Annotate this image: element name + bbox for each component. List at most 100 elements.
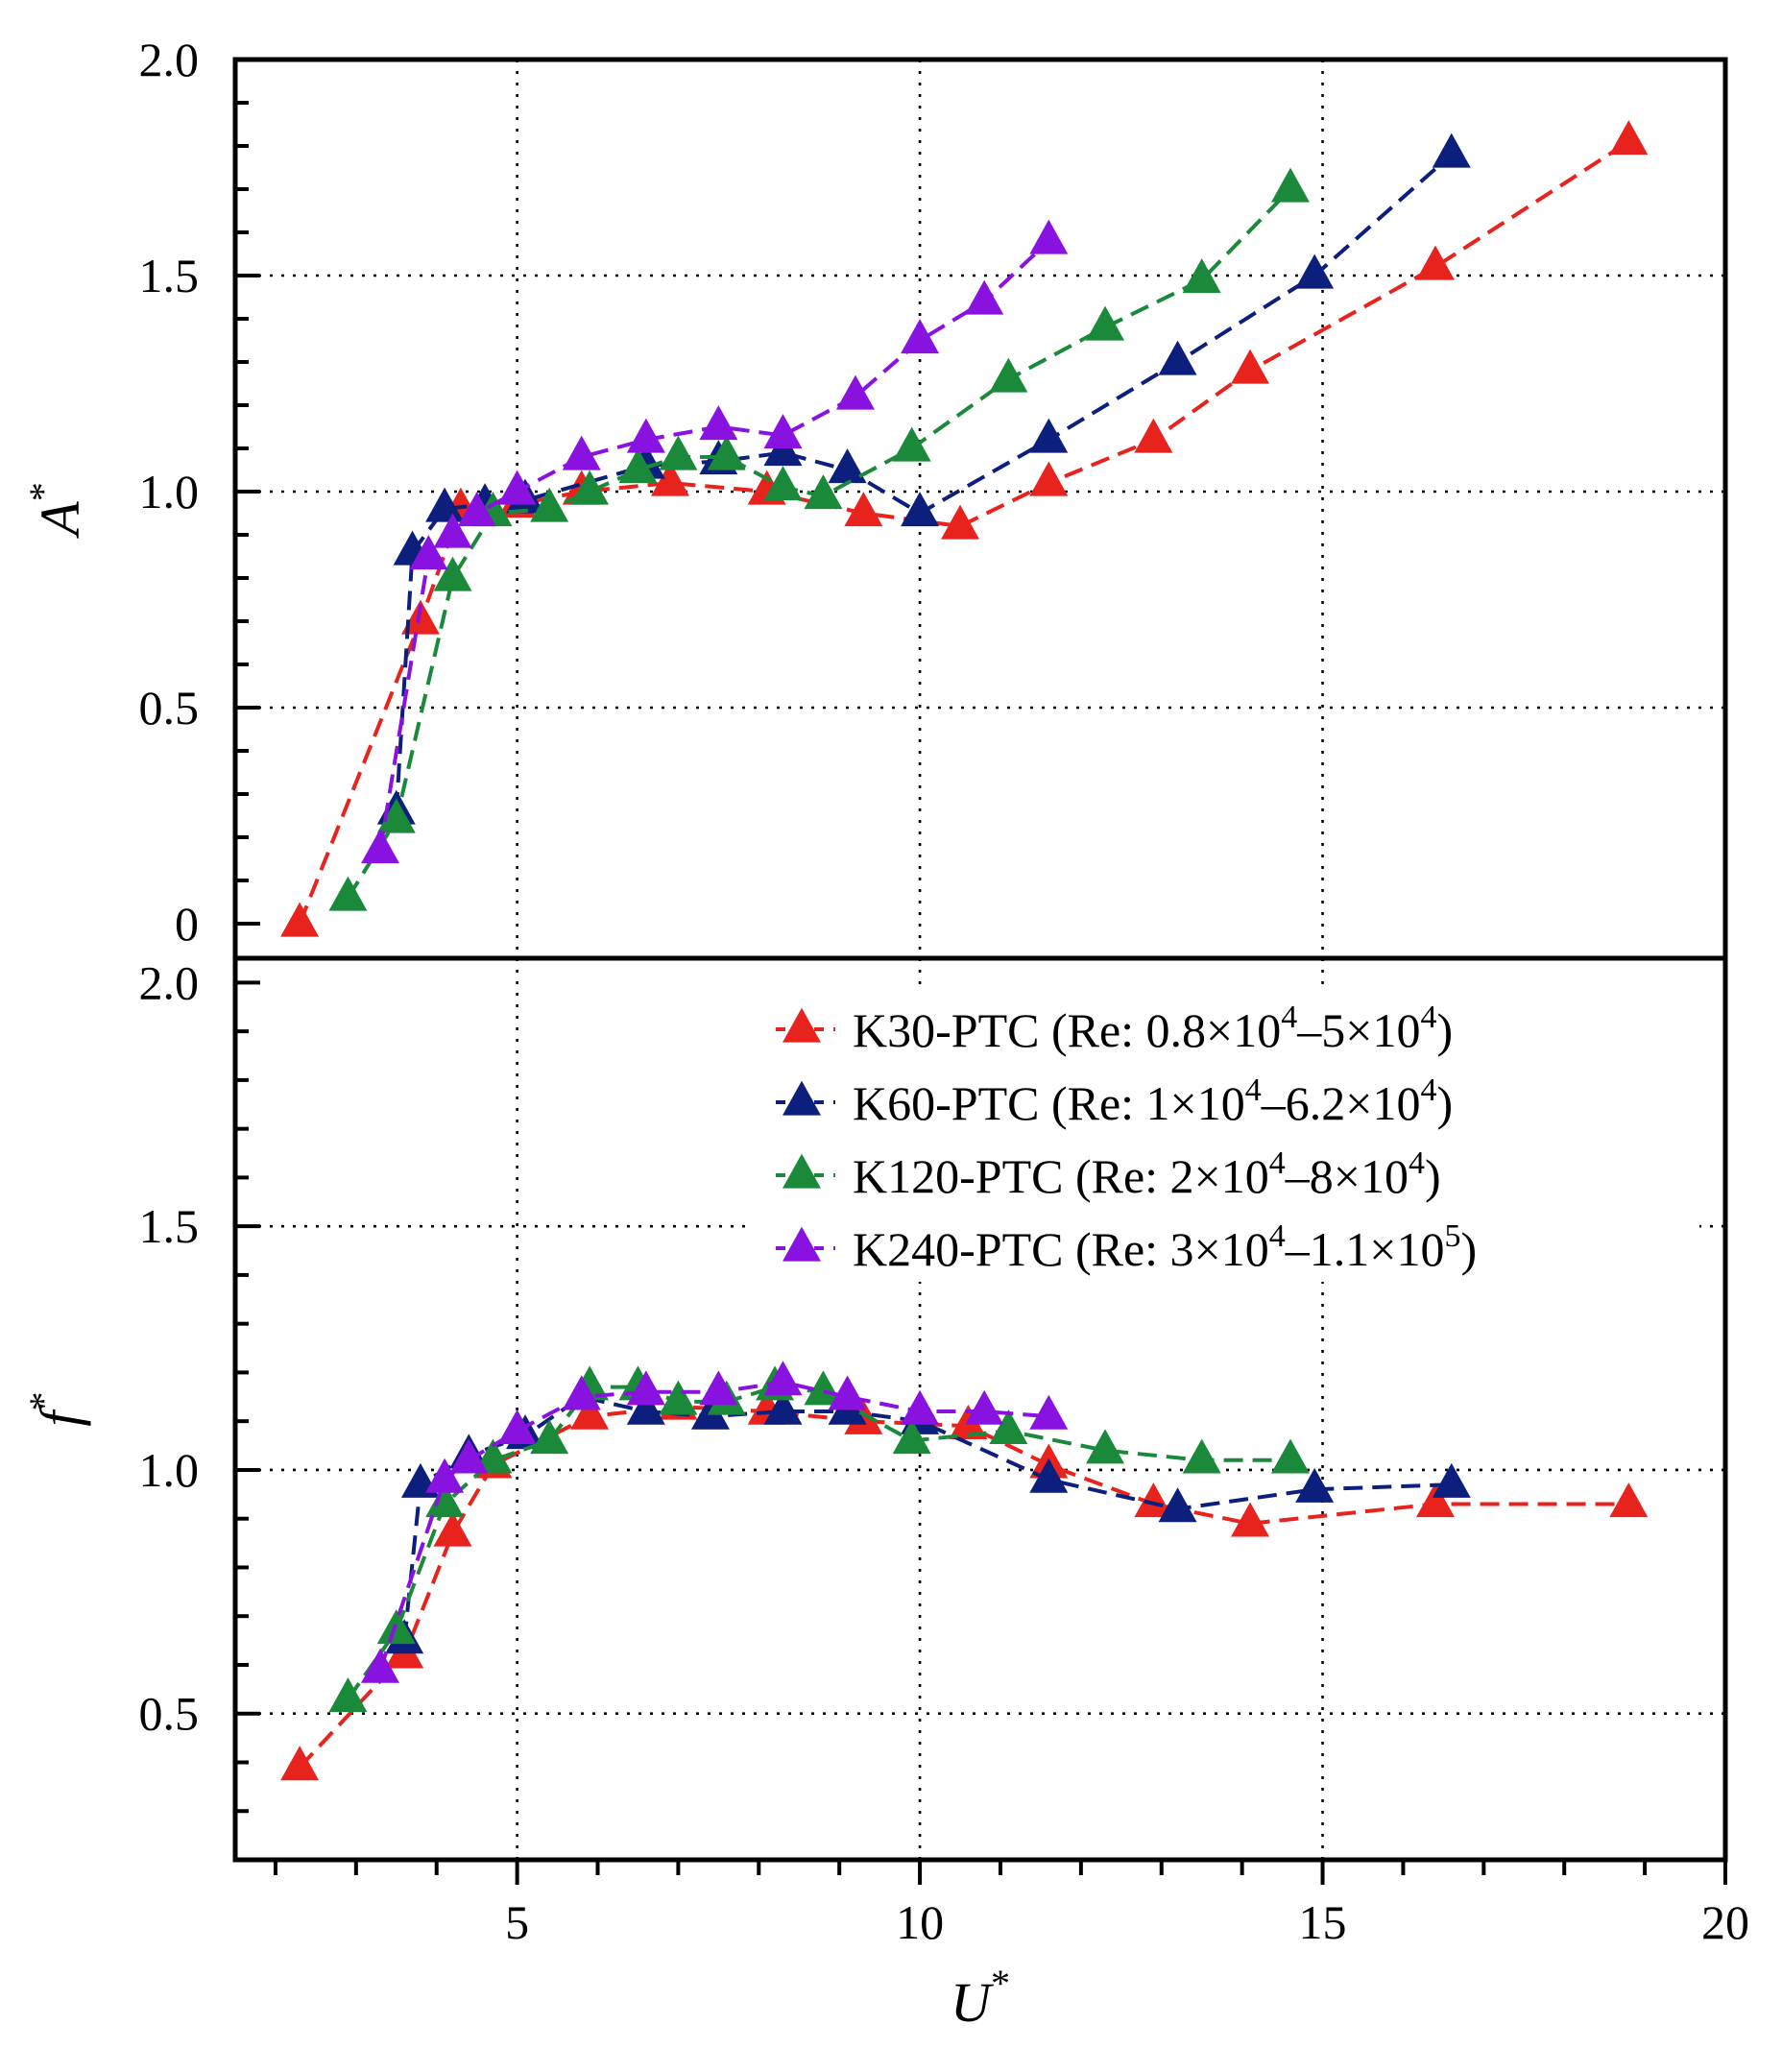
data-point-K30-PTC — [1609, 120, 1649, 156]
data-point-K30-PTC — [1029, 461, 1069, 496]
data-point-K60-PTC — [425, 487, 465, 522]
y-tick-label: 2.0 — [139, 33, 200, 86]
data-point-K30-PTC — [844, 492, 883, 527]
data-point-K240-PTC — [1029, 219, 1069, 254]
data-point-K120-PTC — [530, 1419, 569, 1455]
legend-label-K30-PTC: K30-PTC (Re: 0.8×104–5×104) — [853, 1000, 1453, 1057]
data-point-K240-PTC — [361, 1648, 400, 1683]
data-point-K120-PTC — [659, 435, 698, 470]
data-point-K60-PTC — [1158, 1487, 1197, 1523]
x-tick-label: 15 — [1299, 1895, 1347, 1949]
legend-label-K60-PTC: K60-PTC (Re: 1×104–6.2×104) — [853, 1072, 1453, 1130]
series-line-K240-PTC — [378, 239, 1050, 851]
x-tick-label: 10 — [896, 1895, 944, 1949]
data-point-K60-PTC — [626, 1389, 665, 1425]
data-point-K240-PTC — [965, 1389, 1004, 1425]
data-point-K120-PTC — [763, 466, 803, 501]
series-line-K60-PTC — [402, 1394, 1452, 1641]
data-point-K120-PTC — [989, 1409, 1028, 1445]
data-point-K240-PTC — [409, 535, 448, 570]
legend-label-K120-PTC: K120-PTC (Re: 2×104–8×104) — [853, 1145, 1441, 1203]
y-tick-label: 0 — [175, 897, 199, 951]
data-point-K120-PTC — [989, 357, 1028, 393]
data-point-K120-PTC — [1270, 1438, 1310, 1474]
series-line-K60-PTC — [394, 153, 1454, 812]
data-point-K240-PTC — [699, 405, 738, 441]
legend-background — [749, 989, 1699, 1282]
y-tick-label: 0.5 — [139, 681, 200, 735]
data-point-K120-PTC — [1086, 305, 1125, 341]
series-line-K120-PTC — [346, 187, 1292, 900]
data-point-K120-PTC — [425, 1482, 465, 1518]
data-point-K120-PTC — [1270, 167, 1310, 203]
data-point-K120-PTC — [1182, 258, 1221, 294]
panel-frame — [232, 955, 1728, 1863]
data-point-K60-PTC — [828, 448, 867, 484]
data-point-K120-PTC — [530, 487, 569, 522]
data-point-K30-PTC — [280, 1746, 320, 1781]
data-point-K120-PTC — [1086, 1429, 1125, 1464]
data-point-K30-PTC — [844, 1399, 883, 1434]
data-point-K60-PTC — [1029, 1458, 1069, 1493]
data-point-K120-PTC — [433, 556, 472, 591]
data-point-K30-PTC — [1415, 1482, 1455, 1518]
data-point-K30-PTC — [433, 1511, 472, 1547]
data-point-K240-PTC — [763, 414, 803, 449]
data-point-K30-PTC — [1231, 1502, 1270, 1537]
data-point-K120-PTC — [376, 798, 416, 833]
data-point-K30-PTC — [280, 902, 320, 937]
y-axis-title: f* — [21, 1391, 91, 1426]
data-point-K30-PTC — [651, 461, 690, 496]
data-point-K60-PTC — [1295, 253, 1335, 289]
data-point-K240-PTC — [457, 492, 496, 527]
data-point-K240-PTC — [626, 1370, 665, 1406]
data-point-K240-PTC — [449, 1438, 489, 1474]
data-point-K30-PTC — [1609, 1482, 1649, 1518]
data-point-K240-PTC — [425, 1458, 465, 1493]
data-point-K120-PTC — [804, 474, 843, 510]
legend-label-K240-PTC: K240-PTC (Re: 3×104–1.1×105) — [853, 1218, 1477, 1276]
data-point-K120-PTC — [804, 1370, 843, 1406]
data-point-K120-PTC — [892, 426, 931, 462]
data-point-K120-PTC — [618, 448, 658, 484]
data-point-K240-PTC — [835, 374, 875, 410]
legend: K30-PTC (Re: 0.8×104–5×104) K60-PTC (Re: … — [749, 989, 1699, 1282]
data-point-K240-PTC — [562, 435, 601, 470]
legend-marker-K30-PTC — [783, 1007, 821, 1043]
data-point-K120-PTC — [1182, 1438, 1221, 1474]
data-point-K120-PTC — [328, 1677, 368, 1713]
amplitude-panel: 0 0.5 1.0 1.5 2.0 A* — [21, 33, 1728, 961]
legend-marker-K60-PTC — [783, 1080, 821, 1116]
data-point-K60-PTC — [901, 492, 940, 527]
data-point-K120-PTC — [707, 435, 746, 470]
data-point-K240-PTC — [699, 1370, 738, 1406]
series-line-K240-PTC — [378, 1380, 1049, 1671]
y-tick-label: 2.0 — [139, 955, 200, 1009]
data-point-K120-PTC — [473, 1438, 513, 1474]
data-point-K60-PTC — [1295, 1467, 1335, 1503]
data-point-K120-PTC — [659, 1380, 698, 1415]
legend-marker-K120-PTC — [783, 1153, 821, 1189]
frequency-panel: 0.5 1.0 1.5 2.0 f* — [21, 955, 1728, 1863]
data-point-K30-PTC — [941, 504, 980, 540]
data-point-K60-PTC — [1029, 418, 1069, 453]
series-line-K120-PTC — [346, 1385, 1290, 1700]
data-point-K120-PTC — [892, 1419, 931, 1455]
data-point-K240-PTC — [965, 279, 1004, 315]
data-point-K240-PTC — [763, 1361, 803, 1396]
data-point-K120-PTC — [328, 876, 368, 911]
y-tick-label: 1.5 — [139, 249, 200, 302]
legend-marker-K240-PTC — [783, 1226, 821, 1262]
data-point-K30-PTC — [1134, 1482, 1173, 1518]
data-point-K30-PTC — [570, 1394, 610, 1430]
series-line-K30-PTC — [298, 1404, 1629, 1769]
data-point-K60-PTC — [1158, 340, 1197, 375]
data-point-K240-PTC — [562, 1375, 601, 1410]
data-point-K30-PTC — [1134, 418, 1173, 453]
y-tick-label: 1.0 — [139, 1443, 200, 1497]
y-tick-label: 0.5 — [139, 1687, 200, 1741]
data-point-K60-PTC — [1432, 1462, 1471, 1498]
data-point-K60-PTC — [1432, 133, 1471, 168]
data-point-K240-PTC — [901, 1389, 940, 1425]
